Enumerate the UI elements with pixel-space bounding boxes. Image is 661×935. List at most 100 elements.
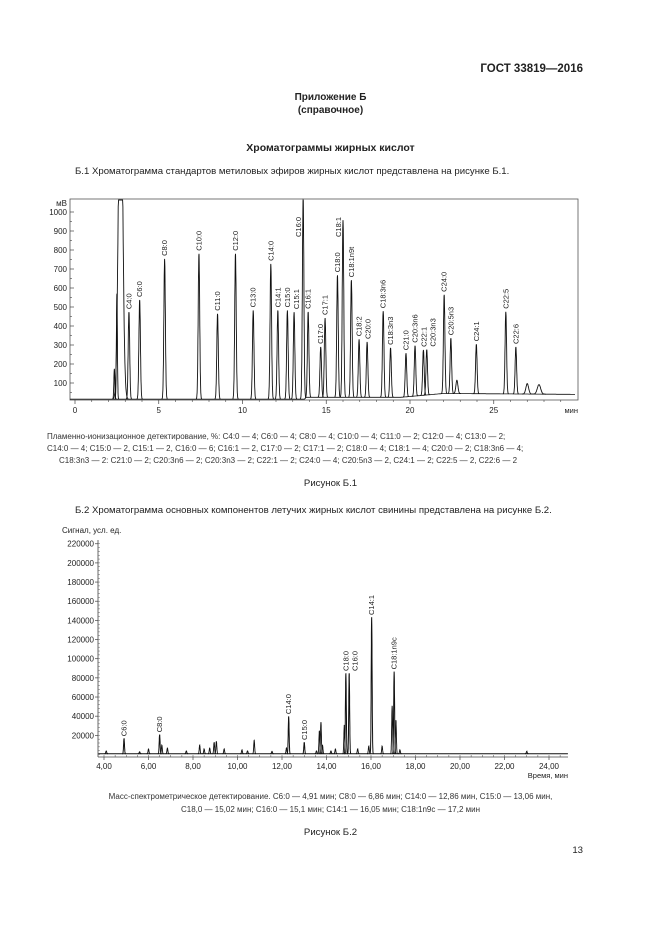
y-tick-label: 900 [54,227,68,236]
x-tick-label: 5 [157,406,162,415]
peak [157,734,162,755]
y-tick-label: 20000 [72,731,95,740]
y-tick-label: 600 [54,284,68,293]
peak [304,311,312,399]
x-tick-label: 6,00 [141,762,157,771]
y-tick-label: 180000 [67,578,94,587]
peak [284,310,291,400]
peak [393,720,398,755]
peak-label: C14:0 [266,241,275,261]
peak [380,745,384,755]
peak [207,747,212,755]
peak [369,617,374,755]
x-tick-label: 10,00 [227,762,248,771]
peak-label: C18:0 [341,651,350,671]
peak [286,716,291,755]
peak [232,253,239,400]
peak-label: C13:0 [249,287,258,307]
peak-label: C17:0 [316,324,325,344]
x-tick-label: 4,00 [96,762,112,771]
figure-caption-b2: Рисунок Б.2 [303,827,358,838]
peak-label: C10:0 [194,231,203,251]
peak [202,747,206,755]
peak-label: C18:2 [355,316,364,336]
peak [274,310,282,400]
composition-line: С18,0 — 15,02 мин; С16:0 — 15,1 мин; С14… [180,805,481,814]
peak-label: C22:5 [501,289,510,309]
plot-frame [69,198,579,401]
peak [355,747,360,755]
peak-label: C16:1 [304,289,313,309]
peak-label: C17:1 [321,295,330,315]
peak [302,741,307,755]
peak [240,748,244,755]
peak [355,339,363,398]
peak [112,199,129,400]
peak [267,263,275,400]
peak [136,299,143,400]
peak [452,379,461,395]
peak [252,739,257,755]
peak-label: C18:1 [334,217,343,237]
peak-label: C15:0 [300,720,309,740]
peak-label: C14:1 [367,595,376,615]
peak-label: C18:3n3 [386,317,395,345]
appendix-subtitle: (справочное) [297,105,364,116]
peak [532,384,546,395]
peak [290,312,298,400]
peak [317,730,322,755]
peak [447,338,454,394]
peak-label: C18:1n9c [390,637,399,669]
y-tick-label: 120000 [67,636,94,645]
peak-label: C8:0 [160,240,169,256]
peak [402,353,410,398]
peak [343,673,348,755]
peak-label: C18:3n6 [379,280,388,308]
y-tick-label: 200 [54,360,68,369]
peak [364,341,371,398]
peak-label: C24:0 [440,272,449,292]
peak [423,349,430,396]
peak-label: C18:0 [333,252,342,272]
peak-label: C21:0 [402,330,411,350]
peak-label: C22:1 [420,327,429,347]
x-tick-label: 14,00 [316,762,337,771]
peak [214,313,221,400]
peak-label: C14:0 [284,694,293,714]
peak-label: C20:5n3 [446,307,455,335]
x-tick-label: 20 [406,406,415,415]
peak [411,345,418,397]
composition-line: Масс-спектрометрическое детектирование. … [108,792,553,801]
peak [342,724,347,755]
y-tick-label: 160000 [67,597,94,606]
appendix-heading: Приложение Б (справочное) [0,91,661,117]
peak [270,750,274,755]
peak-label: C20:3n3 [429,318,438,346]
peak-label: C22:6 [511,324,520,344]
peak [333,748,338,755]
peak-label: C20:3n6 [411,314,420,342]
x-axis-unit: мин [565,406,579,415]
x-tick-label: 18,00 [405,762,426,771]
peak [184,750,189,755]
x-tick-label: 0 [73,406,78,415]
peak [521,383,533,395]
peak-label: C6:0 [120,720,129,736]
y-tick-label: 200000 [67,559,94,568]
y-tick-label: 140000 [67,616,94,625]
paragraph-b2: Б.2 Хроматограмма основных компонентов л… [75,505,552,516]
peak [165,747,170,755]
x-tick-label: 25 [489,406,498,415]
x-tick-label: 15 [322,406,331,415]
baseline-trace [70,393,575,400]
peak [299,198,307,400]
composition-line: С18:3n3 — 2: С21:0 — 2; С20:3n6 — 2; С20… [59,456,518,465]
y-axis-label: Сигнал, усл. ед. [62,526,121,535]
peak-label: C8:0 [155,716,164,732]
x-tick-label: 20,00 [450,762,471,771]
peak [222,747,226,755]
y-tick-label: 40000 [72,712,95,721]
peak-label: C16:0 [294,217,303,237]
peak [502,311,510,395]
